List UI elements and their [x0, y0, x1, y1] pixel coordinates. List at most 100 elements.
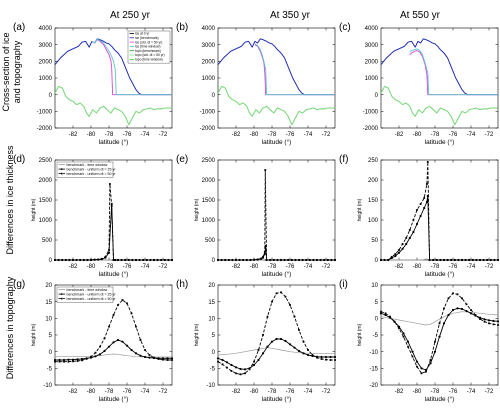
- series-point: [227, 259, 230, 261]
- series-point: [167, 259, 170, 261]
- y-tick-label: 3000: [202, 43, 216, 49]
- series-point: [130, 348, 133, 352]
- series-point: [408, 236, 411, 240]
- x-tick-label: -78: [268, 132, 277, 138]
- x-axis-label: latitude (°): [262, 395, 292, 403]
- axes-frame: [217, 27, 336, 129]
- y-axis-label: height (m): [357, 198, 363, 221]
- x-tick-label: -72: [485, 264, 494, 270]
- y-tick-label: 0: [212, 350, 216, 356]
- series-point: [457, 259, 460, 261]
- series-point: [244, 372, 246, 375]
- series-point: [284, 339, 287, 343]
- y-tick-label: -10: [206, 383, 215, 389]
- panel-b: (b) -2000 -1000 0 1000 2000 3000 4000 -82 -80 -78 -…: [176, 22, 336, 146]
- legend-entry: benchmark - uniform dt = 50 yr: [67, 172, 117, 176]
- series-point: [438, 322, 441, 325]
- series-point: [486, 259, 489, 261]
- y-tick-label: -10: [369, 350, 378, 356]
- series-point: [97, 258, 100, 261]
- series-point: [438, 335, 441, 338]
- y-tick-label: -2000: [200, 126, 216, 132]
- series-point: [443, 307, 445, 310]
- series-point: [397, 251, 401, 254]
- series-point: [271, 300, 273, 303]
- x-tick-label: -80: [250, 264, 259, 270]
- series-point: [230, 370, 233, 372]
- series-point: [456, 293, 459, 296]
- series-point: [79, 259, 82, 261]
- legend-entry: ice (benchmark): [135, 36, 159, 40]
- x-axis-label: latitude (°): [425, 395, 455, 403]
- series-point: [446, 259, 449, 261]
- series-point: [249, 259, 252, 261]
- y-tick-label: -5: [210, 367, 216, 373]
- series-point: [470, 309, 472, 311]
- series-point: [117, 304, 119, 306]
- axes-frame: [217, 284, 336, 386]
- x-axis-label: latitude (°): [425, 138, 455, 146]
- series-point: [67, 358, 70, 361]
- series-point: [252, 363, 256, 367]
- series-point: [479, 318, 481, 320]
- y-tick-label: 5: [49, 333, 53, 339]
- series-point: [162, 358, 164, 361]
- series-point: [112, 314, 115, 316]
- panel-letter: (c): [339, 22, 351, 33]
- y-tick-label: 1000: [39, 218, 53, 224]
- x-tick-label: -76: [123, 132, 132, 138]
- x-tick-label: -82: [69, 264, 78, 270]
- series-point: [425, 370, 427, 373]
- series-line-diff_dt50: [218, 169, 335, 261]
- series-point: [220, 259, 223, 261]
- series-point: [153, 356, 155, 359]
- series-point: [324, 355, 328, 359]
- y-tick-label: 20: [45, 283, 52, 289]
- x-tick-label: -76: [286, 389, 295, 395]
- series-point: [257, 349, 260, 351]
- legend-entry: ice (time window): [135, 45, 160, 49]
- y-tick-label: 0: [49, 93, 53, 99]
- series-point: [270, 340, 274, 343]
- series-point: [487, 319, 491, 322]
- y-tick-label: 15: [208, 300, 215, 306]
- series-point: [406, 340, 410, 343]
- y-tick-label: 5: [375, 300, 379, 306]
- series-point: [428, 259, 431, 261]
- series-point: [230, 363, 233, 367]
- x-tick-label: -78: [105, 264, 114, 270]
- series-line-topo_bench: [217, 85, 335, 126]
- series-point: [288, 343, 292, 346]
- legend-marker: [60, 293, 63, 295]
- series-point: [148, 356, 151, 359]
- series-point: [425, 200, 428, 204]
- series-point: [384, 312, 387, 315]
- series-point: [253, 360, 255, 363]
- series-point: [131, 259, 134, 261]
- panel-e: (e) 0 500 1000 1500 2000 2500 -82 -80 -78 -76 -74 -7…: [176, 154, 337, 278]
- series-point: [451, 308, 455, 312]
- series-point: [412, 219, 415, 221]
- series-point: [107, 345, 111, 348]
- x-tick-label: -82: [395, 132, 404, 138]
- series-line-diff_dt50: [217, 291, 335, 375]
- x-tick-label: -76: [286, 132, 295, 138]
- series-point: [461, 259, 463, 261]
- series-point: [284, 295, 287, 298]
- x-axis-label: latitude (°): [425, 270, 455, 278]
- series-point: [393, 320, 396, 323]
- panel-letter: (g): [13, 279, 25, 290]
- series-point: [308, 259, 311, 261]
- series-point: [139, 339, 142, 341]
- x-tick-label: -80: [87, 264, 96, 270]
- series-line-ice_tw: [91, 38, 172, 96]
- series-point: [114, 259, 117, 261]
- y-axis-label: height (m): [31, 323, 37, 346]
- series-point: [134, 352, 138, 355]
- series-point: [398, 249, 400, 251]
- series-line-diff_dt50: [55, 183, 172, 261]
- series-point: [127, 259, 130, 261]
- y-tick-label: 500: [42, 238, 53, 244]
- series-point: [112, 259, 115, 261]
